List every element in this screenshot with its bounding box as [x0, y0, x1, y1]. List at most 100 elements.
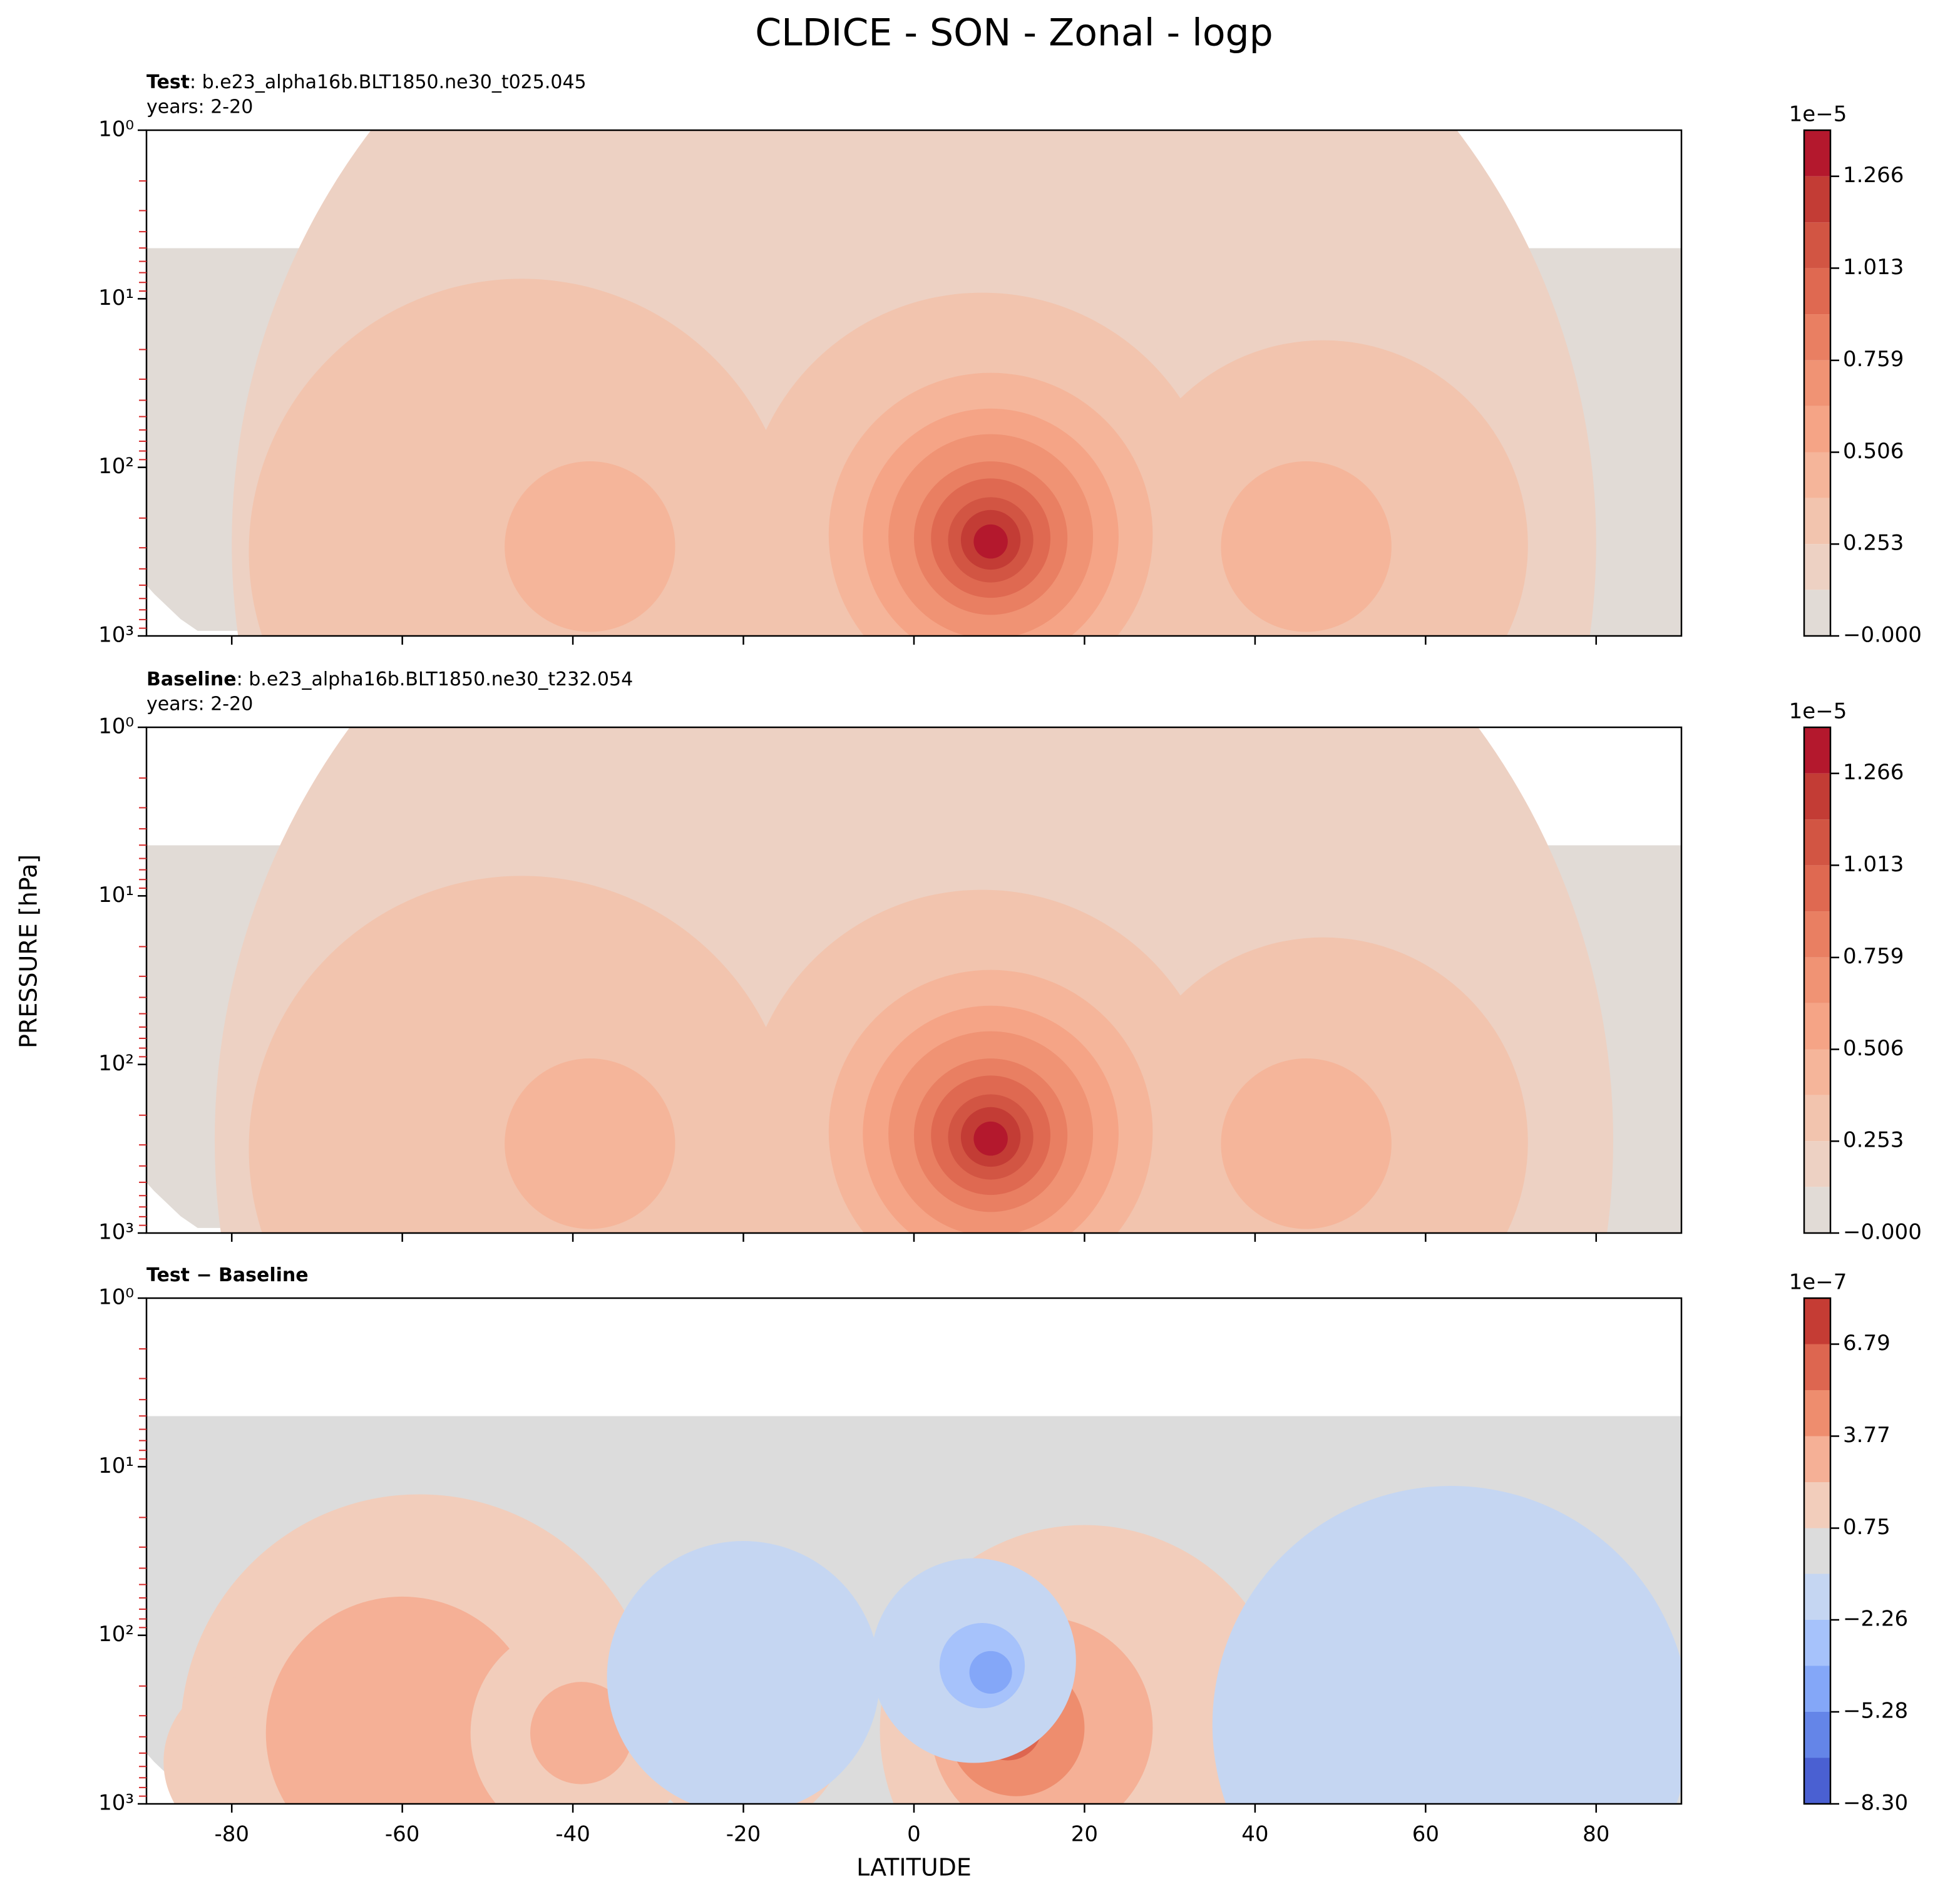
colorbar-tick-label: 0.75	[1843, 1515, 1891, 1540]
colorbar-band	[1804, 1298, 1830, 1344]
colorbar-tick-label: 6.79	[1843, 1331, 1891, 1356]
colorbar-tick-label: 0.506	[1843, 439, 1904, 464]
colorbar-band	[1804, 773, 1830, 820]
y-tick-label: 10¹	[98, 285, 134, 310]
colorbar-tick-label: 1.013	[1843, 852, 1904, 877]
colorbar-band	[1804, 1620, 1830, 1666]
contour-fill	[1588, 1685, 1681, 1788]
contour-fill	[530, 1682, 633, 1784]
y-axis-label: PRESSURE [hPa]	[15, 854, 43, 1048]
y-tick-label: 10³	[98, 1220, 134, 1245]
colorbar-offset: 1e−7	[1789, 1270, 1847, 1295]
case-label: Test − Baseline	[146, 1264, 309, 1286]
case-name: : b.e23_alpha16b.BLT1850.ne30_t232.054	[237, 668, 634, 690]
contour-field	[146, 1416, 1681, 1804]
contour-fill	[1221, 461, 1392, 632]
y-tick-label: 10²	[98, 1051, 134, 1076]
colorbar-tick-label: 1.266	[1843, 163, 1904, 188]
colorbar-tick-label: 0.759	[1843, 944, 1904, 969]
colorbar-band	[1804, 130, 1830, 177]
colorbar-tick-label: 1.013	[1843, 255, 1904, 280]
colorbar-band	[1804, 1390, 1830, 1436]
y-tick-label: 10⁰	[98, 1285, 134, 1310]
colorbar-band	[1804, 957, 1830, 1003]
y-tick-label: 10²	[98, 1622, 134, 1647]
colorbar-band	[1804, 1528, 1830, 1574]
colorbar-band	[1804, 406, 1830, 453]
case-label: Baseline	[146, 668, 237, 690]
contour-fill	[1212, 1486, 1681, 1804]
colorbar-band	[1804, 544, 1830, 590]
colorbar-offset: 1e−5	[1789, 102, 1847, 127]
panel-subtitle: Baseline: b.e23_alpha16b.BLT1850.ne30_t2…	[146, 668, 633, 690]
colorbar-tick-label: −2.26	[1843, 1607, 1908, 1632]
colorbar-tick-label: −5.28	[1843, 1699, 1908, 1724]
figure-title: CLDICE - SON - Zonal - logp	[755, 11, 1273, 55]
colorbar-tick-label: 0.253	[1843, 531, 1904, 556]
contour-fill	[505, 1058, 675, 1229]
colorbar-band	[1804, 222, 1830, 269]
colorbar-tick-label: −0.000	[1843, 623, 1922, 648]
contour-fill	[969, 1651, 1012, 1694]
colorbar-band	[1804, 1436, 1830, 1482]
y-tick-label: 10³	[98, 623, 134, 648]
panel-subtitle: Test: b.e23_alpha16b.BLT1850.ne30_t025.0…	[146, 71, 587, 93]
colorbar-band	[1804, 452, 1830, 498]
y-tick-label: 10⁰	[98, 714, 134, 739]
colorbar-band	[1804, 1482, 1830, 1528]
colorbar-tick-label: 1.266	[1843, 760, 1904, 785]
contour-fill	[505, 461, 675, 632]
y-tick-label: 10³	[98, 1791, 134, 1816]
colorbar-band	[1804, 819, 1830, 866]
x-tick-label: -40	[555, 1822, 590, 1847]
colorbar-band	[1804, 176, 1830, 223]
colorbar-band	[1804, 268, 1830, 315]
x-tick-label: 20	[1071, 1822, 1098, 1847]
colorbar-band	[1804, 314, 1830, 361]
case-label: Test	[146, 71, 190, 93]
colorbar-tick-label: 3.77	[1843, 1423, 1891, 1448]
contour-fill	[973, 1121, 1008, 1156]
colorbar-band	[1804, 727, 1830, 774]
colorbar-tick-label: 0.506	[1843, 1036, 1904, 1061]
y-tick-label: 10¹	[98, 883, 134, 908]
colorbar-band	[1804, 590, 1830, 636]
colorbar-frame	[1803, 1297, 1832, 1805]
colorbar-band	[1804, 1049, 1830, 1095]
contour-fill	[607, 1541, 880, 1804]
case-name: : b.e23_alpha16b.BLT1850.ne30_t025.045	[190, 71, 587, 93]
panel-years: years: 2-20	[146, 96, 253, 118]
x-tick-label: -80	[214, 1822, 249, 1847]
colorbar-band	[1804, 498, 1830, 545]
colorbar-offset: 1e−5	[1789, 699, 1847, 724]
colorbar-tick-label: 0.759	[1843, 347, 1904, 372]
y-tick-label: 10²	[98, 454, 134, 479]
colorbar-band	[1804, 1712, 1830, 1758]
contour-field	[146, 130, 1681, 636]
contour-fill	[973, 524, 1008, 559]
colorbar-band	[1804, 360, 1830, 406]
panel-years: years: 2-20	[146, 694, 253, 715]
colorbar-band	[1804, 1187, 1830, 1233]
contour-field	[146, 727, 1681, 1233]
y-tick-label: 10¹	[98, 1453, 134, 1478]
x-tick-label: 60	[1412, 1822, 1439, 1847]
colorbar-band	[1804, 1003, 1830, 1050]
colorbar-band	[1804, 1344, 1830, 1390]
colorbar-band	[1804, 1141, 1830, 1187]
panel-subtitle: Test − Baseline	[146, 1264, 309, 1286]
y-tick-label: 10⁰	[98, 117, 134, 142]
x-tick-label: 80	[1583, 1822, 1609, 1847]
contour-fill	[1221, 1058, 1392, 1229]
x-axis-label: LATITUDE	[856, 1854, 972, 1881]
colorbar-band	[1804, 1095, 1830, 1142]
x-tick-label: 40	[1241, 1822, 1268, 1847]
x-tick-label: -60	[385, 1822, 420, 1847]
colorbar-band	[1804, 1666, 1830, 1712]
x-tick-label: 0	[907, 1822, 921, 1847]
colorbar-band	[1804, 1574, 1830, 1620]
contour-fill	[265, 1596, 539, 1804]
colorbar-band	[1804, 865, 1830, 912]
colorbar-tick-label: 0.253	[1843, 1128, 1904, 1153]
